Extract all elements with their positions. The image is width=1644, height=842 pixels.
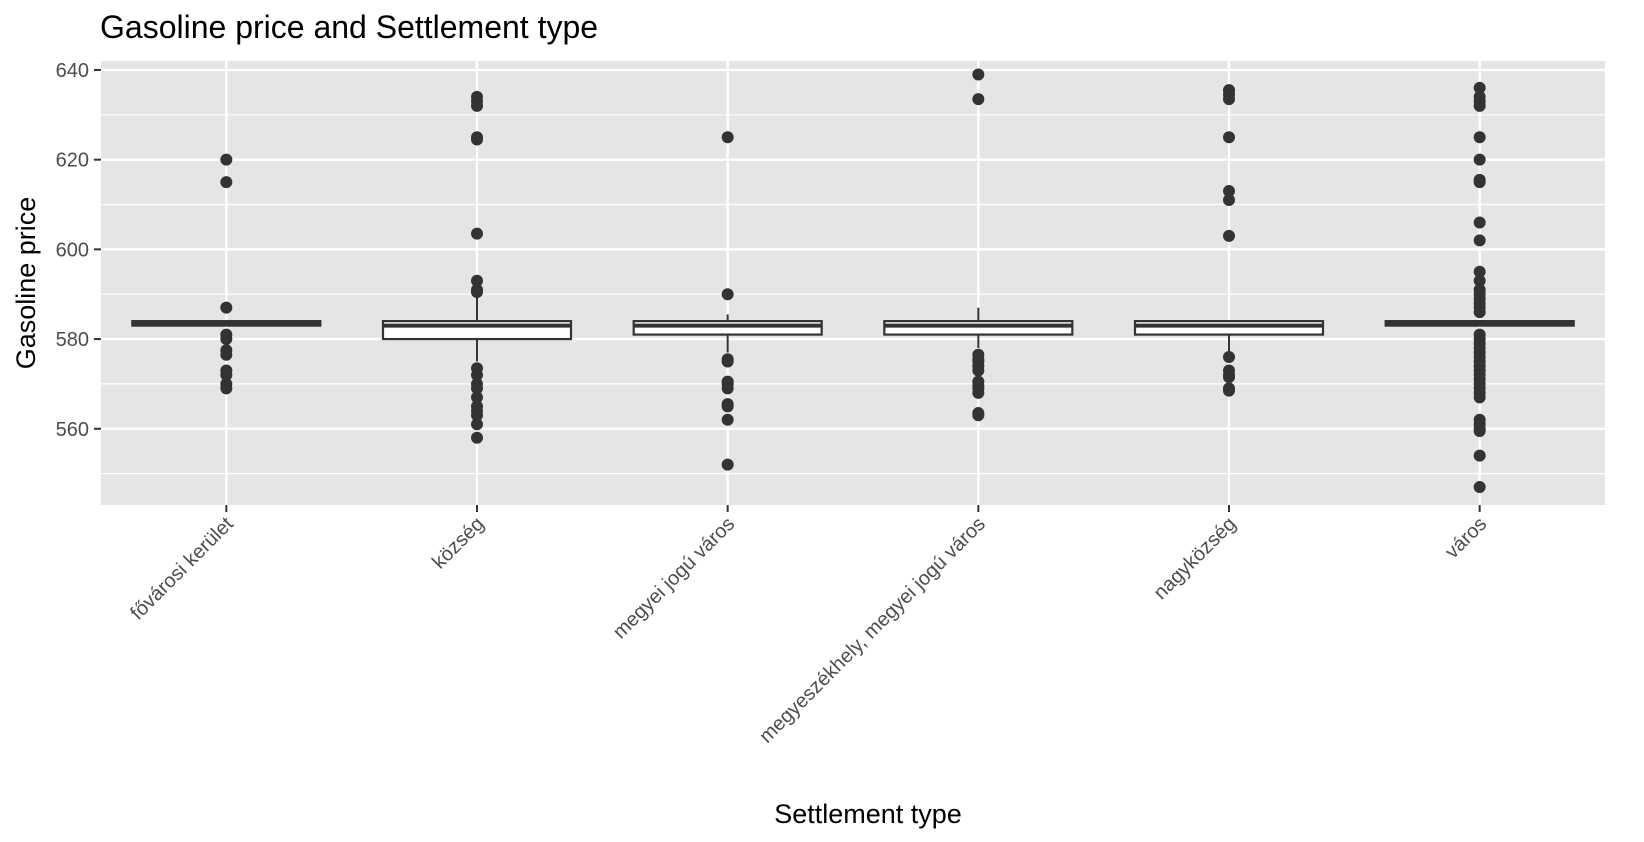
outlier-point-5-17	[1473, 306, 1486, 319]
outlier-point-4-2	[1223, 93, 1235, 106]
outlier-point-4-12	[1223, 384, 1235, 397]
outlier-points	[220, 68, 1486, 494]
box-1	[381, 294, 573, 362]
outlier-point-0-1	[220, 176, 233, 189]
box-iqr	[883, 320, 1074, 336]
outlier-point-1-6	[471, 274, 483, 287]
outlier-point-4-6	[1223, 229, 1235, 242]
outlier-point-3-0	[972, 68, 985, 81]
plot-panel	[101, 61, 1605, 505]
outlier-point-5-3	[1473, 99, 1486, 112]
outlier-point-0-6	[220, 348, 233, 361]
outlier-point-2-1	[721, 288, 734, 301]
x-tick-label-2: megyei jogú város	[609, 513, 739, 643]
outlier-point-5-11	[1473, 274, 1486, 287]
outlier-point-1-18	[471, 431, 483, 444]
box-0	[131, 320, 322, 327]
outlier-point-5-8	[1473, 216, 1486, 229]
box-iqr	[1133, 320, 1325, 336]
outlier-point-2-8	[721, 400, 734, 413]
outlier-point-4-4	[1223, 185, 1235, 198]
outlier-point-1-16	[471, 409, 483, 422]
outlier-point-0-10	[220, 382, 233, 395]
x-tick-label-1: község	[428, 513, 488, 573]
outlier-point-5-5	[1473, 153, 1486, 166]
outlier-point-5-7	[1473, 176, 1486, 189]
outlier-point-5-36	[1473, 425, 1486, 437]
outlier-point-2-6	[721, 382, 734, 395]
x-tick-label-5: város	[1441, 513, 1491, 563]
outlier-point-1-17	[471, 418, 483, 431]
outlier-point-4-5	[1223, 194, 1235, 207]
outlier-point-1-12	[471, 382, 483, 395]
outlier-point-5-10	[1473, 265, 1486, 278]
y-tick-label-2: 600	[56, 239, 89, 261]
outlier-point-1-5	[471, 227, 483, 240]
outlier-point-2-0	[721, 131, 734, 144]
outlier-point-5-9	[1473, 234, 1486, 247]
outlier-point-2-9	[721, 413, 734, 426]
outlier-point-4-3	[1223, 131, 1235, 144]
outlier-point-0-4	[220, 333, 233, 346]
x-axis-title: Settlement type	[774, 799, 962, 829]
x-tick-label-4: nagyközség	[1149, 513, 1240, 604]
chart-title: Gasoline price and Settlement type	[100, 9, 598, 45]
outlier-point-5-38	[1473, 481, 1486, 494]
x-tick-label-0: fővárosi kerület	[126, 513, 238, 625]
box-2	[632, 314, 823, 353]
outlier-point-5-4	[1473, 131, 1486, 144]
outlier-point-5-32	[1473, 391, 1486, 404]
outlier-point-3-6	[972, 364, 985, 377]
box-5	[1384, 320, 1575, 327]
box-4	[1133, 320, 1325, 353]
outlier-point-0-8	[220, 368, 233, 381]
outlier-point-3-1	[972, 93, 985, 106]
box-3	[883, 307, 1074, 349]
boxes	[131, 294, 1575, 362]
outlier-point-0-2	[220, 301, 233, 314]
outlier-point-2-3	[721, 355, 734, 368]
outlier-point-0-0	[220, 153, 233, 166]
outlier-point-1-8	[471, 285, 483, 298]
outlier-point-5-0	[1473, 81, 1486, 94]
y-tick-label-1: 580	[56, 329, 89, 351]
outlier-point-3-12	[972, 409, 985, 422]
outlier-point-1-10	[471, 368, 483, 381]
outlier-point-3-10	[972, 386, 985, 399]
y-tick-label-3: 620	[56, 150, 89, 172]
outlier-point-2-10	[721, 458, 734, 471]
outlier-point-1-2	[471, 99, 483, 112]
y-axis-title: Gasoline price	[11, 197, 41, 370]
outlier-point-4-10	[1223, 371, 1235, 384]
outlier-point-4-7	[1223, 351, 1235, 363]
x-tick-label-3: megyeszékhely, megyei jogú város	[755, 513, 990, 748]
box-iqr	[632, 320, 823, 336]
outlier-point-1-13	[471, 391, 483, 404]
y-tick-label-0: 560	[56, 419, 89, 441]
outlier-point-5-37	[1473, 449, 1486, 462]
outlier-point-1-4	[471, 133, 483, 146]
y-tick-label-4: 640	[56, 60, 89, 82]
